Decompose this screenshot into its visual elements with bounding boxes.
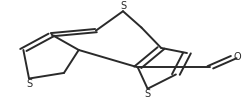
Text: O: O [234, 52, 241, 62]
Text: S: S [145, 89, 151, 99]
Text: S: S [26, 79, 32, 89]
Text: S: S [120, 1, 126, 11]
